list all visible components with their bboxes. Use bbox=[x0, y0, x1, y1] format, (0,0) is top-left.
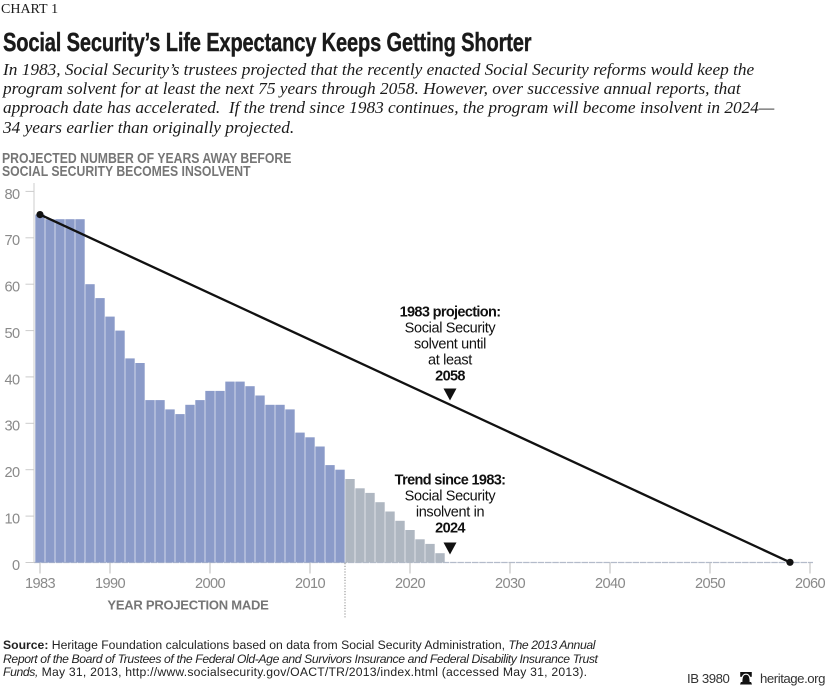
svg-text:YEAR PROJECTION MADE: YEAR PROJECTION MADE bbox=[107, 597, 269, 612]
svg-text:2024: 2024 bbox=[435, 521, 465, 537]
svg-text:solvent until: solvent until bbox=[414, 337, 486, 353]
svg-text:2040: 2040 bbox=[595, 576, 626, 592]
svg-text:10: 10 bbox=[4, 512, 20, 528]
svg-text:Social Security: Social Security bbox=[405, 321, 497, 337]
svg-text:50: 50 bbox=[4, 326, 20, 342]
svg-text:30: 30 bbox=[4, 419, 20, 435]
svg-text:60: 60 bbox=[4, 280, 20, 296]
svg-text:1983 projection:: 1983 projection: bbox=[400, 305, 501, 321]
svg-text:80: 80 bbox=[4, 187, 20, 203]
svg-text:1983: 1983 bbox=[25, 576, 56, 592]
svg-text:70: 70 bbox=[4, 233, 20, 249]
svg-text:2000: 2000 bbox=[195, 576, 226, 592]
svg-text:2020: 2020 bbox=[395, 576, 426, 592]
svg-text:2060: 2060 bbox=[795, 576, 825, 592]
svg-text:insolvent in: insolvent in bbox=[416, 505, 485, 521]
svg-text:40: 40 bbox=[4, 372, 20, 388]
svg-text:2058: 2058 bbox=[435, 369, 465, 385]
svg-text:at least: at least bbox=[428, 353, 472, 369]
svg-text:Trend since 1983:: Trend since 1983: bbox=[395, 473, 506, 489]
svg-text:1990: 1990 bbox=[95, 576, 126, 592]
svg-text:2010: 2010 bbox=[295, 576, 326, 592]
svg-text:2030: 2030 bbox=[495, 576, 526, 592]
svg-text:0: 0 bbox=[12, 558, 20, 574]
svg-text:2050: 2050 bbox=[695, 576, 726, 592]
svg-text:20: 20 bbox=[4, 465, 20, 481]
svg-text:Social Security: Social Security bbox=[405, 489, 497, 505]
